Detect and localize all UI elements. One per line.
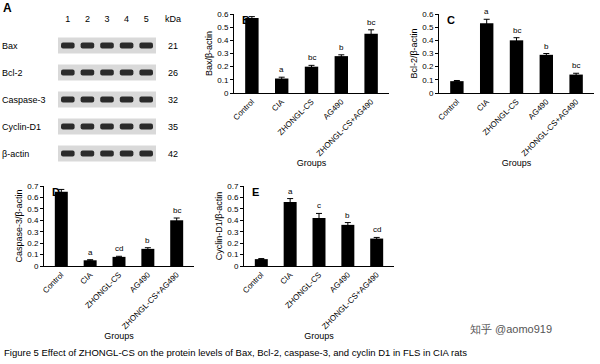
svg-text:0.2: 0.2 (217, 62, 229, 71)
svg-text:b: b (544, 42, 549, 51)
svg-text:Cyclin-D1: Cyclin-D1 (2, 122, 41, 132)
svg-text:0: 0 (234, 262, 239, 271)
svg-text:0.1: 0.1 (217, 76, 229, 85)
svg-text:Bcl-2/β-actin: Bcl-2/β-actin (409, 28, 419, 78)
svg-text:Groups: Groups (104, 331, 134, 341)
svg-text:0.4: 0.4 (227, 216, 239, 225)
svg-text:0.2: 0.2 (422, 62, 434, 71)
svg-text:D: D (52, 186, 60, 198)
svg-text:AG490: AG490 (328, 270, 352, 294)
svg-text:0.7: 0.7 (227, 182, 239, 191)
svg-text:Bcl-2: Bcl-2 (2, 68, 23, 78)
svg-text:ZHONGL-CS: ZHONGL-CS (84, 270, 124, 310)
svg-text:1: 1 (65, 14, 70, 24)
svg-text:ZHONGL-CS+AG490: ZHONGL-CS+AG490 (120, 270, 181, 331)
svg-text:c: c (317, 201, 321, 210)
svg-text:a: a (288, 187, 293, 196)
svg-text:0: 0 (34, 262, 39, 271)
svg-text:0.6: 0.6 (422, 10, 434, 19)
svg-text:0.2: 0.2 (227, 239, 239, 248)
svg-text:b: b (145, 236, 150, 245)
svg-text:32: 32 (168, 95, 178, 105)
svg-text:26: 26 (168, 68, 178, 78)
svg-text:0: 0 (224, 89, 229, 98)
svg-text:0.3: 0.3 (27, 228, 39, 237)
svg-text:C: C (447, 14, 455, 26)
svg-text:0.4: 0.4 (422, 36, 434, 45)
svg-text:4: 4 (124, 14, 129, 24)
svg-text:cd: cd (115, 244, 123, 253)
svg-text:0.3: 0.3 (422, 49, 434, 58)
svg-text:0: 0 (429, 89, 434, 98)
svg-text:a: a (484, 7, 489, 16)
svg-text:0.3: 0.3 (217, 49, 229, 58)
svg-text:a: a (279, 65, 284, 74)
svg-text:E: E (252, 186, 259, 198)
svg-text:ZHONGL-CS: ZHONGL-CS (481, 97, 521, 137)
svg-text:Groups: Groups (502, 158, 532, 168)
svg-text:0.2: 0.2 (27, 239, 39, 248)
svg-text:Groups: Groups (304, 331, 334, 341)
svg-text:0.1: 0.1 (227, 250, 239, 259)
svg-text:bc: bc (572, 61, 580, 70)
svg-text:Control: Control (241, 270, 266, 295)
svg-text:0.5: 0.5 (27, 205, 39, 214)
svg-text:Bax/β-actin: Bax/β-actin (204, 31, 214, 76)
html-text:Figure 5 Effect of ZHONGL-CS o: Figure 5 Effect of ZHONGL-CS on the prot… (4, 347, 467, 358)
svg-text:5: 5 (144, 14, 149, 24)
svg-text:0.6: 0.6 (227, 193, 239, 202)
svg-text:Caspase-3/β-actin: Caspase-3/β-actin (14, 189, 24, 262)
html-text:知乎 @aomo919: 知乎 @aomo919 (470, 323, 553, 335)
svg-text:CIA: CIA (475, 97, 491, 113)
svg-text:cd: cd (373, 225, 381, 234)
svg-text:Cyclin-D1/β-actin: Cyclin-D1/β-actin (214, 192, 224, 261)
svg-text:Groups: Groups (297, 158, 327, 168)
svg-text:Control: Control (437, 97, 462, 122)
svg-text:ZHONGL-CS+AG490: ZHONGL-CS+AG490 (320, 270, 381, 331)
svg-text:AG490: AG490 (527, 97, 551, 121)
svg-text:0.4: 0.4 (217, 36, 229, 45)
svg-text:3: 3 (104, 14, 109, 24)
svg-text:ZHONGL-CS+AG490: ZHONGL-CS+AG490 (520, 97, 581, 158)
svg-text:bc: bc (513, 26, 521, 35)
svg-text:ZHONGL-CS+AG490: ZHONGL-CS+AG490 (315, 97, 376, 158)
svg-text:B: B (242, 14, 250, 26)
svg-text:0.1: 0.1 (27, 250, 39, 259)
svg-text:AG490: AG490 (128, 270, 152, 294)
svg-text:0.7: 0.7 (27, 182, 39, 191)
svg-text:0.6: 0.6 (217, 10, 229, 19)
svg-text:kDa: kDa (165, 14, 181, 24)
svg-text:bc: bc (173, 206, 181, 215)
svg-text:A: A (3, 1, 12, 15)
svg-text:a: a (88, 248, 93, 257)
svg-text:42: 42 (168, 149, 178, 159)
svg-text:21: 21 (168, 41, 178, 51)
svg-text:bc: bc (308, 53, 316, 62)
svg-text:Caspase-3: Caspase-3 (2, 95, 46, 105)
svg-text:ZHONGL-CS: ZHONGL-CS (284, 270, 324, 310)
svg-text:Bax: Bax (2, 41, 18, 51)
svg-text:b: b (345, 211, 350, 220)
svg-text:0.5: 0.5 (217, 23, 229, 32)
svg-text:AG490: AG490 (322, 97, 346, 121)
svg-text:β-actin: β-actin (2, 149, 29, 159)
svg-text:0.6: 0.6 (27, 193, 39, 202)
svg-text:b: b (339, 43, 344, 52)
svg-text:Control: Control (232, 97, 257, 122)
svg-text:2: 2 (85, 14, 90, 24)
svg-text:0.1: 0.1 (422, 76, 434, 85)
svg-text:CIA: CIA (279, 270, 295, 286)
svg-text:35: 35 (168, 122, 178, 132)
svg-text:0.5: 0.5 (227, 205, 239, 214)
svg-text:CIA: CIA (270, 97, 286, 113)
svg-text:0.5: 0.5 (422, 23, 434, 32)
svg-text:0.3: 0.3 (227, 228, 239, 237)
svg-text:0.4: 0.4 (27, 216, 39, 225)
svg-text:ZHONGL-CS: ZHONGL-CS (276, 97, 316, 137)
svg-text:CIA: CIA (79, 270, 95, 286)
svg-text:Control: Control (41, 270, 66, 295)
svg-text:bc: bc (367, 18, 375, 27)
